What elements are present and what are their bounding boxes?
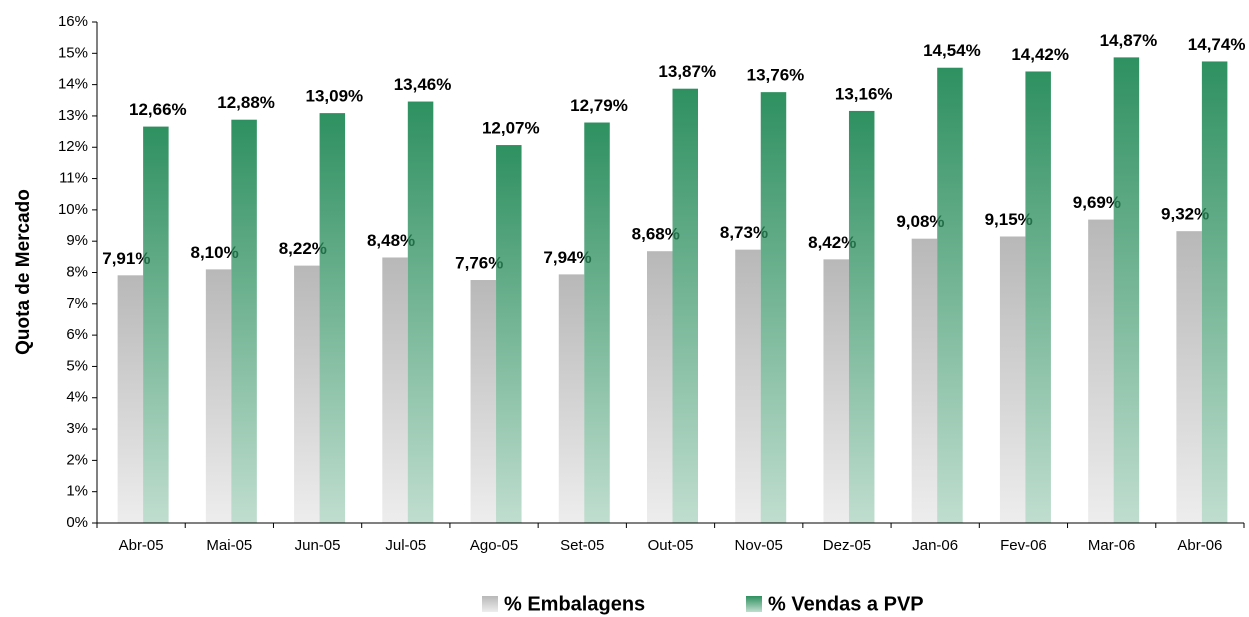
bar — [1201, 61, 1228, 524]
y-tick-label: 10% — [58, 201, 88, 218]
data-label: 7,76% — [455, 253, 503, 272]
bar — [1088, 219, 1114, 523]
data-label: 9,08% — [896, 212, 944, 231]
bar — [1176, 231, 1202, 524]
bar — [823, 259, 849, 523]
legend-label: % Vendas a PVP — [768, 593, 924, 615]
bar — [1113, 57, 1140, 524]
data-label: 9,32% — [1161, 205, 1209, 224]
y-tick-label: 1% — [66, 483, 88, 500]
data-label: 8,73% — [720, 223, 768, 242]
data-label: 7,94% — [543, 248, 591, 267]
data-label: 13,87% — [658, 62, 716, 81]
y-tick-label: 3% — [66, 420, 88, 437]
data-label: 8,22% — [279, 239, 327, 258]
bar — [1025, 71, 1051, 523]
bar — [937, 67, 963, 523]
y-tick-label: 12% — [58, 138, 88, 155]
x-tick-label: Mar-06 — [1088, 537, 1136, 554]
y-tick-label: 9% — [66, 232, 88, 249]
data-label: 12,88% — [217, 93, 275, 112]
data-label: 12,07% — [482, 119, 540, 138]
bar — [672, 88, 698, 524]
data-label: 7,91% — [102, 249, 150, 268]
y-tick-label: 16% — [58, 13, 88, 30]
y-tick-label: 8% — [66, 263, 88, 280]
bar — [999, 236, 1026, 523]
data-label: 13,09% — [305, 87, 363, 106]
x-tick-label: Abr-05 — [119, 537, 164, 554]
bar — [143, 126, 169, 524]
bar — [407, 101, 434, 523]
data-label: 9,69% — [1073, 193, 1121, 212]
y-tick-label: 5% — [66, 357, 88, 374]
legend-swatch — [746, 596, 762, 612]
x-tick-label: Jul-05 — [385, 537, 426, 554]
data-label: 8,10% — [190, 243, 238, 262]
data-label: 13,16% — [835, 84, 893, 103]
bar — [470, 280, 497, 523]
y-tick-label: 14% — [58, 76, 88, 93]
legend-swatch — [482, 596, 498, 612]
bar — [382, 257, 408, 523]
x-tick-label: Nov-05 — [735, 537, 783, 554]
data-label: 14,42% — [1011, 45, 1069, 64]
x-tick-label: Mai-05 — [206, 537, 252, 554]
legend-label: % Embalagens — [504, 593, 645, 615]
y-axis-label: Quota de Mercado — [13, 189, 34, 355]
data-label: 8,42% — [808, 233, 856, 252]
bar — [496, 145, 522, 524]
data-label: 12,66% — [129, 100, 187, 119]
x-tick-label: Ago-05 — [470, 537, 518, 554]
data-label: 13,46% — [394, 75, 452, 94]
x-tick-label: Set-05 — [560, 537, 604, 554]
y-tick-label: 0% — [66, 514, 88, 531]
y-tick-label: 15% — [58, 44, 88, 61]
bar — [231, 119, 257, 523]
bar — [584, 122, 610, 523]
x-tick-label: Dez-05 — [823, 537, 871, 554]
y-tick-label: 11% — [59, 170, 88, 187]
data-label: 14,54% — [923, 41, 981, 60]
bar — [848, 110, 875, 524]
x-tick-label: Jun-05 — [295, 537, 341, 554]
bar — [117, 275, 144, 523]
bar — [319, 113, 346, 523]
bar — [647, 251, 673, 523]
bar — [911, 238, 938, 523]
y-tick-label: 7% — [66, 295, 88, 312]
data-label: 8,68% — [632, 225, 680, 244]
bar — [760, 92, 787, 523]
data-label: 14,74% — [1188, 35, 1246, 54]
data-label: 12,79% — [570, 96, 628, 115]
x-tick-label: Abr-06 — [1177, 537, 1222, 554]
x-tick-label: Out-05 — [648, 537, 694, 554]
data-label: 8,48% — [367, 231, 415, 250]
data-label: 14,87% — [1100, 31, 1158, 50]
y-tick-label: 4% — [66, 389, 88, 406]
bar — [558, 274, 585, 523]
y-tick-label: 6% — [66, 326, 88, 343]
bar — [735, 249, 761, 523]
x-tick-label: Fev-06 — [1000, 537, 1047, 554]
y-tick-label: 2% — [66, 451, 88, 468]
data-label: 9,15% — [985, 210, 1033, 229]
x-tick-label: Jan-06 — [912, 537, 958, 554]
data-label: 13,76% — [747, 66, 805, 85]
bar — [205, 269, 232, 523]
y-tick-label: 13% — [58, 107, 88, 124]
bar — [294, 265, 320, 523]
